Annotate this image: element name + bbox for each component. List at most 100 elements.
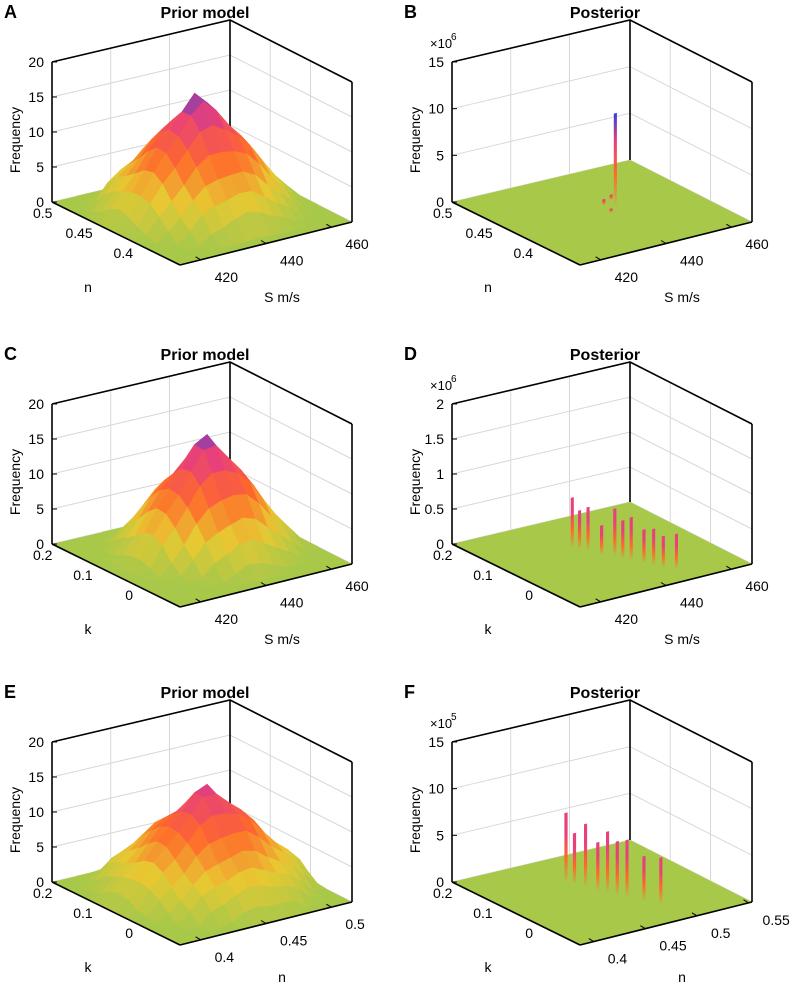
x-tick <box>195 256 201 261</box>
x-axis-line <box>579 901 753 946</box>
y-tick <box>464 549 471 554</box>
y-tick-label: 0.1 <box>73 905 93 921</box>
x-tick-label: 0.45 <box>280 933 307 949</box>
axes-grid <box>451 361 753 565</box>
axes-grid <box>451 19 753 223</box>
z-tick-label: 20 <box>28 54 44 70</box>
y-tick-label: 0.4 <box>114 245 134 261</box>
z-tick-label: 5 <box>36 159 44 175</box>
surface-spike <box>625 839 629 898</box>
x-tick <box>588 938 595 942</box>
x-tick-label: 420 <box>215 611 239 627</box>
x-tick <box>195 598 201 603</box>
z-axis-label: Frequency <box>7 107 23 173</box>
surface-spike <box>586 506 590 551</box>
x-tick <box>260 240 267 244</box>
z-tick-label: 0 <box>36 194 44 210</box>
z-tick-label: 15 <box>428 54 444 70</box>
y-axis-line <box>51 543 181 608</box>
y-axis-label: n <box>84 279 92 295</box>
panel-e: 0 5 10 15 20 0.2 0.1 0 0.4 0.45 0.5 Frequency k n Prio… <box>4 682 365 985</box>
z-tick-label: 5 <box>436 827 444 843</box>
panel-d: 0 0.5 1 1.5 2 0.2 0.1 0 420 440 460 Frequency k S m/s… <box>404 344 769 647</box>
z-tick-label: 15 <box>428 734 444 750</box>
z-tick-label: 20 <box>28 396 44 412</box>
panel-label: B <box>404 2 417 22</box>
y-tick-label: 0.1 <box>473 567 493 583</box>
x-tick <box>260 920 267 924</box>
panel-label: D <box>404 344 417 364</box>
z-tick-label: 10 <box>428 101 444 117</box>
y-tick-label: 0 <box>125 925 133 941</box>
y-tick-label: 0.1 <box>473 905 493 921</box>
z-tick-label: 2 <box>436 396 444 412</box>
y-axis-label: k <box>485 959 493 975</box>
x-tick-label: 0.4 <box>215 949 235 965</box>
y-tick <box>504 569 511 574</box>
y-tick <box>144 927 152 932</box>
panel-label: E <box>4 682 16 702</box>
chart-title: Posterior <box>570 685 640 702</box>
chart-title: Posterior <box>570 5 640 22</box>
y-tick-label: 0.4 <box>514 245 534 261</box>
x-axis-label: S m/s <box>664 631 700 647</box>
surface-spike <box>572 832 577 885</box>
z-tick-label: 5 <box>436 147 444 163</box>
surface-spike <box>659 857 663 905</box>
z-tick-label: 5 <box>36 501 44 517</box>
z-multiplier: ×10 <box>430 716 452 731</box>
z-tick-label: 15 <box>28 89 44 105</box>
x-tick-label: 0.4 <box>608 951 628 967</box>
y-axis-line <box>451 543 581 608</box>
x-tick-label: 0.5 <box>345 916 365 932</box>
z-tick-label: 5 <box>36 839 44 855</box>
y-tick <box>64 887 71 892</box>
z-axis-label: Frequency <box>407 449 423 515</box>
x-tick <box>326 903 332 908</box>
surface-spike <box>661 535 665 568</box>
panel-c: 0 5 10 15 20 0.2 0.1 0 420 440 460 Frequency k S m/s P… <box>4 344 369 647</box>
surface-spike <box>621 520 625 560</box>
x-tick-label: 420 <box>215 269 239 285</box>
x-tick-label: 460 <box>345 578 369 594</box>
x-tick <box>660 582 667 586</box>
chart-title: Prior model <box>161 347 250 364</box>
z-tick-label: 10 <box>28 124 44 140</box>
x-tick <box>595 598 601 603</box>
surface-spike <box>642 855 646 902</box>
x-tick-label: 0.55 <box>763 912 790 928</box>
z-axis-label: Frequency <box>407 787 423 853</box>
x-tick <box>195 936 201 941</box>
surface-spike <box>584 823 588 888</box>
panel-label: C <box>4 344 17 364</box>
z-tick-label: 0 <box>436 194 444 210</box>
y-tick-label: 0.2 <box>433 547 453 563</box>
chart-title: Posterior <box>570 347 640 364</box>
z-axis-label: Frequency <box>407 107 423 173</box>
x-axis-label: S m/s <box>664 289 700 305</box>
surface-spike <box>615 840 619 896</box>
y-tick <box>544 927 552 932</box>
x-axis-label: S m/s <box>264 289 300 305</box>
z-tick-label: 0.5 <box>425 501 445 517</box>
x-tick-label: 460 <box>745 236 769 252</box>
surface-spike <box>642 529 646 564</box>
z-tick-label: 15 <box>28 431 44 447</box>
y-tick <box>144 247 152 252</box>
right-back-wall <box>630 20 752 222</box>
surface-patch <box>222 573 246 588</box>
x-tick <box>640 925 646 930</box>
x-tick <box>260 582 267 586</box>
y-tick-label: 0.1 <box>73 567 93 583</box>
y-tick <box>464 207 471 212</box>
x-axis-label: S m/s <box>264 631 300 647</box>
surface-spike <box>570 497 574 549</box>
z-tick-label: 10 <box>28 804 44 820</box>
surface-spike <box>578 510 582 550</box>
x-tick <box>691 912 698 917</box>
x-tick <box>595 256 601 261</box>
y-axis-line <box>451 201 581 266</box>
surface-spike <box>652 528 656 566</box>
y-tick <box>504 907 511 912</box>
